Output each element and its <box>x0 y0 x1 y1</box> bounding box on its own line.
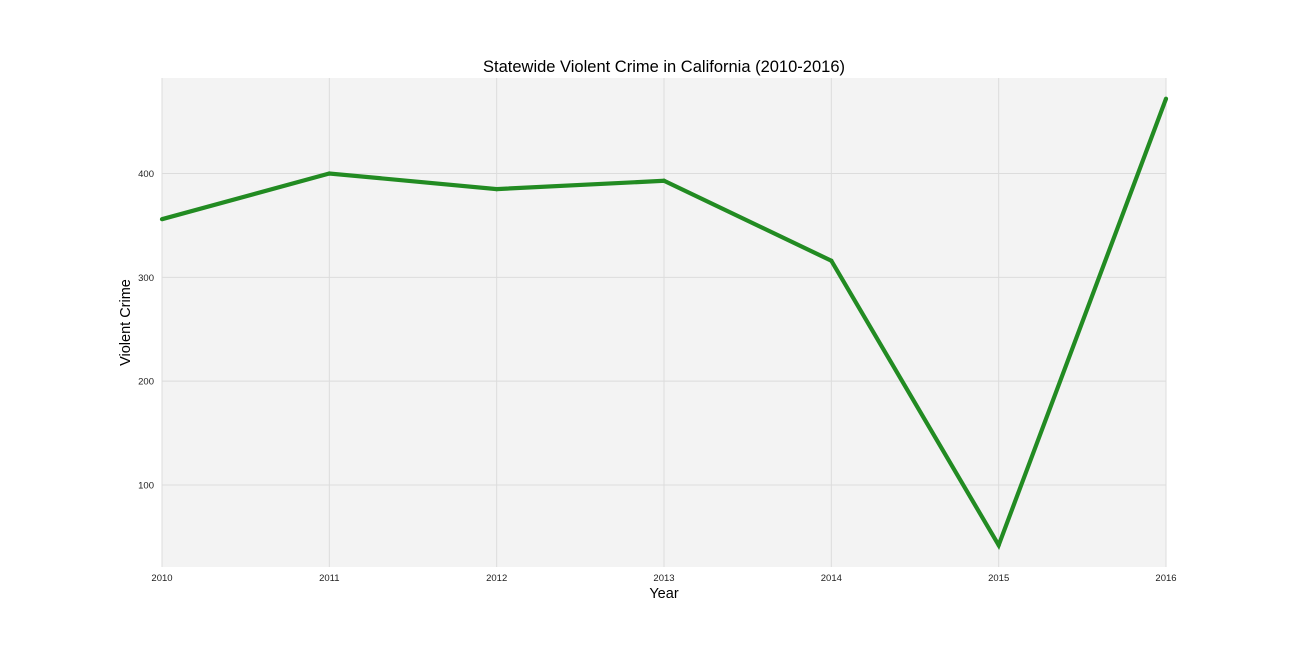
y-axis-title: Violent Crime <box>118 279 134 366</box>
x-tick-label: 2011 <box>319 573 339 584</box>
x-tick-label: 2010 <box>151 573 172 584</box>
x-gridlines <box>161 78 1167 567</box>
y-tick-labels: 100 200 300 400 <box>138 169 154 491</box>
data-point <box>996 543 1001 548</box>
x-tick-label: 2016 <box>1155 573 1176 584</box>
data-point <box>327 171 332 176</box>
y-tick-label: 200 <box>138 377 154 388</box>
data-point <box>661 178 667 183</box>
data-point <box>159 217 165 222</box>
data-point <box>829 258 834 263</box>
data-point <box>1163 96 1169 101</box>
y-tick-label: 400 <box>138 169 154 180</box>
y-tick-label: 100 <box>138 480 154 491</box>
data-point <box>494 186 499 192</box>
x-tick-label: 2013 <box>653 573 674 584</box>
data-points <box>159 96 1169 548</box>
chart-title: Statewide Violent Crime in California (2… <box>483 58 845 76</box>
x-tick-labels: 2010 2011 2012 2013 2014 2015 2016 <box>151 573 1176 584</box>
y-tick-label: 300 <box>138 273 154 284</box>
x-tick-label: 2014 <box>821 573 842 584</box>
x-tick-label: 2012 <box>486 573 507 584</box>
x-axis-title: Year <box>649 586 678 602</box>
x-tick-label: 2015 <box>988 573 1009 584</box>
